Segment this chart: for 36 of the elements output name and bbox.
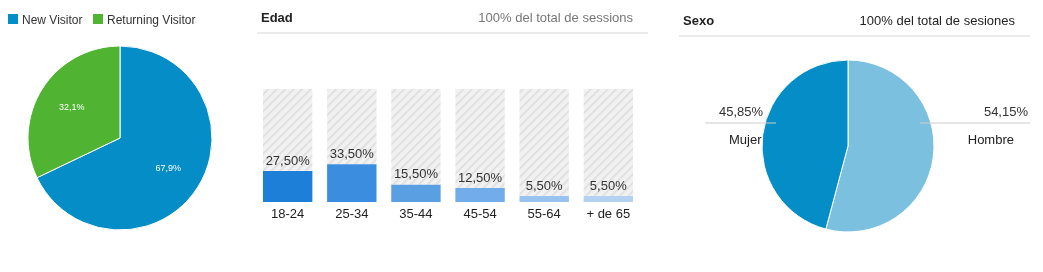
legend-label: Returning Visitor — [107, 12, 196, 27]
bar — [263, 89, 313, 171]
slice-label: Mujer — [729, 132, 763, 147]
data-label: 67,9% — [155, 162, 182, 173]
x-tick-label: + de 65 — [586, 206, 631, 221]
data-label: 54,15% — [983, 104, 1029, 119]
bar — [263, 170, 313, 202]
bar — [391, 184, 441, 202]
chart-subtitle: 100% del total de sessions — [478, 10, 634, 25]
data-label: 45,85% — [719, 104, 764, 119]
bar — [519, 89, 569, 196]
bar — [327, 164, 377, 202]
legend-label: New Visitor — [22, 12, 83, 27]
x-tick-label: 55-64 — [527, 206, 561, 221]
bar — [519, 195, 569, 202]
bar — [583, 195, 633, 202]
slice-label: Hombre — [967, 132, 1014, 147]
x-tick-label: 25-34 — [335, 206, 369, 221]
bar — [391, 89, 441, 185]
bar — [583, 89, 633, 196]
data-label: 33,50% — [329, 146, 375, 162]
data-label: 15,50% — [393, 166, 439, 182]
chart-title: Sexo — [683, 13, 715, 28]
data-label: 12,50% — [458, 169, 503, 185]
data-label: 5,50% — [525, 177, 564, 193]
data-label: 27,50% — [265, 152, 311, 168]
data-label: 32,1% — [58, 101, 85, 112]
x-tick-label: 35-44 — [399, 206, 433, 221]
x-tick-label: 18-24 — [271, 206, 305, 221]
bar — [327, 89, 377, 165]
data-label: 5,50% — [589, 177, 628, 193]
x-tick-label: 45-54 — [463, 206, 497, 221]
chart-subtitle: 100% del total de sesiones — [859, 13, 1016, 28]
chart-title: Edad — [261, 10, 293, 25]
bar — [455, 187, 505, 202]
bar — [455, 89, 505, 188]
